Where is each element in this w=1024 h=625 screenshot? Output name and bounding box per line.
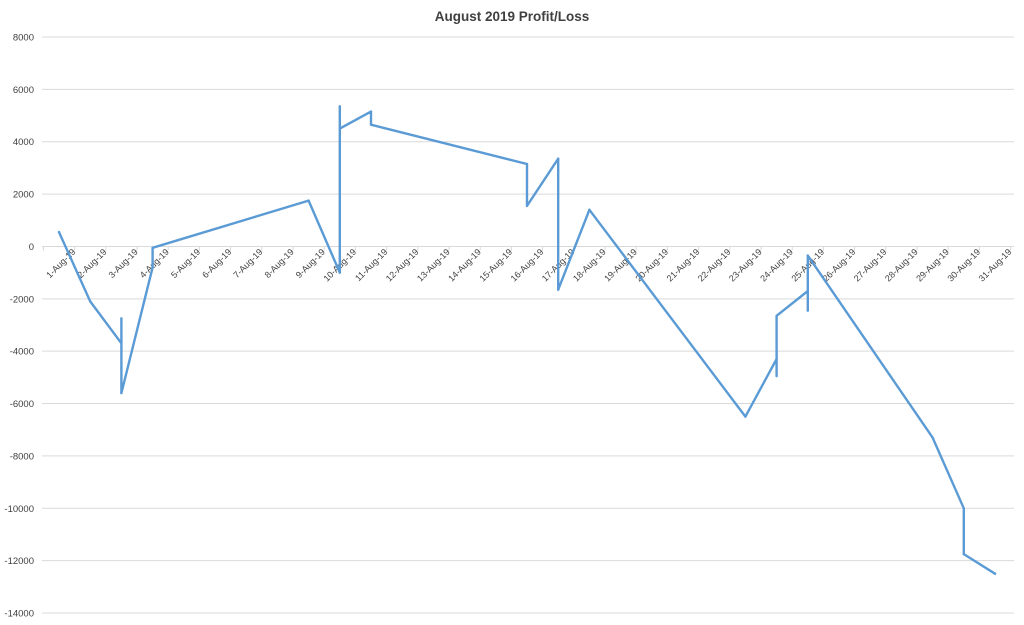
data-point-23 [806,309,809,312]
y-tick-label-0: 8000 [13,33,34,44]
data-point-10 [338,127,341,130]
data-point-20 [775,374,778,378]
data-point-26 [962,507,965,510]
x-tick-label-26: 27-Aug-19 [852,247,889,284]
x-tick-label-25: 26-Aug-19 [821,247,858,284]
x-tick-label-19: 20-Aug-19 [633,247,670,284]
data-point-7 [307,199,310,202]
data-point-11 [369,110,373,113]
x-tick-label-22: 23-Aug-19 [727,247,764,284]
y-tick-label-7: -6000 [10,399,34,410]
x-tick-label-15: 16-Aug-19 [509,247,546,284]
data-point-18 [744,415,747,418]
data-point-14 [525,204,529,208]
y-axis-tick-labels: 8000 6000 4000 2000 0 -2000 -4000 -6000 -8000 -10… [4,33,34,620]
x-tick-label-27: 28-Aug-19 [883,247,920,284]
x-tick-label-1: 2-Aug-19 [75,247,108,280]
data-point-15 [557,157,560,160]
x-tick-label-5: 6-Aug-19 [200,247,233,280]
series-line-0 [57,105,997,575]
x-tick-label-23: 24-Aug-19 [758,247,795,284]
y-tick-label-4: 0 [29,242,34,253]
y-tick-label-2: 4000 [13,137,34,148]
x-tick-label-17: 18-Aug-19 [571,247,608,284]
x-tick-label-14: 15-Aug-19 [477,247,514,284]
y-tick-label-3: 2000 [13,190,34,201]
data-point-0 [57,230,61,234]
data-point-2 [120,342,123,345]
gridlines [42,36,1014,614]
y-tick-label-9: -10000 [4,504,34,515]
data-point-9 [338,105,341,108]
x-axis-tick-labels: 1-Aug-192-Aug-193-Aug-194-Aug-195-Aug-19… [44,247,1013,284]
x-tick-label-21: 22-Aug-19 [696,247,733,284]
series-layer [57,105,997,575]
x-tick-label-2: 3-Aug-19 [107,247,140,280]
data-point-17 [588,208,591,211]
x-tick-label-7: 8-Aug-19 [263,247,296,280]
x-axis [42,245,1014,251]
data-point-25 [931,436,934,439]
x-tick-label-20: 21-Aug-19 [665,247,702,284]
x-tick-label-4: 5-Aug-19 [169,247,202,280]
y-tick-label-11: -14000 [4,609,34,620]
data-point-28 [993,572,997,575]
x-tick-label-13: 14-Aug-19 [446,247,483,284]
y-tick-label-1: 6000 [13,85,34,96]
chart-title: August 2019 Profit/Loss [435,9,590,24]
data-point-4 [120,391,123,395]
data-point-6 [151,246,154,249]
data-point-24 [806,254,809,257]
data-point-3 [120,317,123,320]
x-tick-label-12: 13-Aug-19 [415,247,452,284]
y-tick-label-6: -4000 [10,347,34,358]
data-point-12 [369,123,373,126]
data-point-1 [89,300,92,303]
data-point-21 [775,314,778,318]
data-point-19 [775,357,778,361]
data-point-16 [557,288,560,291]
x-tick-label-28: 29-Aug-19 [914,247,951,284]
x-tick-label-6: 7-Aug-19 [231,247,264,280]
x-tick-label-29: 30-Aug-19 [945,247,982,284]
y-tick-label-10: -12000 [4,556,34,567]
data-point-27 [962,552,965,556]
y-tick-label-8: -8000 [10,451,34,462]
x-tick-label-3: 4-Aug-19 [138,247,171,280]
x-tick-label-30: 31-Aug-19 [977,247,1014,284]
data-point-8 [338,271,341,274]
data-point-5 [151,266,154,269]
y-tick-label-5: -2000 [10,294,34,305]
data-point-13 [525,162,529,166]
x-tick-label-11: 12-Aug-19 [384,247,421,284]
data-point-22 [806,289,809,293]
